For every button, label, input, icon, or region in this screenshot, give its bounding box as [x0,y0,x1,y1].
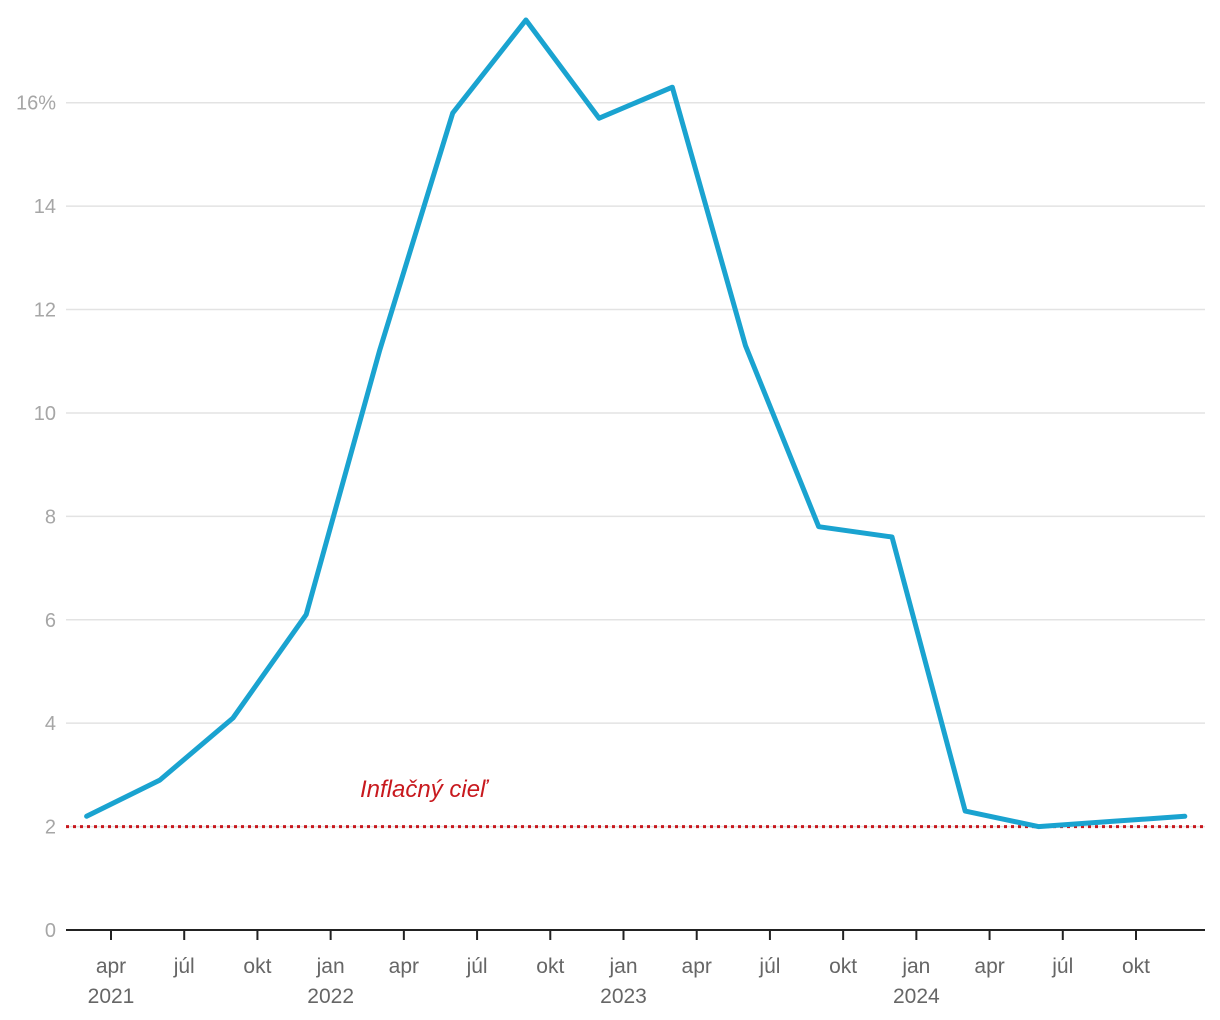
x-tick-label-month: júl [466,955,488,978]
y-tick-label: 0 [45,920,56,942]
x-tick-label-year: 2021 [88,985,135,1008]
x-tick-label-month: apr [974,955,1004,978]
x-tick-label-year: 2024 [893,985,940,1008]
x-tick-label-month: okt [1122,955,1150,978]
x-tick-label-month: jan [316,955,345,978]
x-tick-label-month: okt [536,955,564,978]
x-tick-label-month: apr [96,955,126,978]
series-group [84,17,1188,830]
x-tick-label-month: apr [389,955,419,978]
x-tick-label-month: jan [608,955,637,978]
y-tick-label: 2 [45,817,56,839]
x-tick-label-month: apr [682,955,712,978]
y-axis-ticks: 0 2 4 6 8 10 12 14 16% [16,93,56,942]
y-tick-label: 4 [45,713,56,735]
x-tick-label-year: 2023 [600,985,647,1008]
y-tick-label: 12 [34,300,56,322]
y-tick-label: 16% [16,93,56,115]
x-tick-label-month: jan [901,955,930,978]
x-tick-label-month: júl [758,955,780,978]
x-axis: apr 2021 júl okt jan 2022 apr júl okt jan 2023 apr j… [66,929,1205,1008]
target-label: Inflačný cieľ [360,776,490,803]
y-tick-label: 8 [45,506,56,528]
x-tick-label-month: okt [243,955,271,978]
y-tick-label: 6 [45,610,56,632]
series-line [84,17,1188,830]
x-tick-label-year: 2022 [307,985,354,1008]
inflation-target: Inflačný cieľ [66,776,1205,829]
x-tick-label-month: júl [173,955,195,978]
x-tick-label-month: júl [1051,955,1073,978]
x-tick-label-month: okt [829,955,857,978]
gridlines [66,101,1205,828]
y-tick-label: 10 [34,403,56,425]
y-tick-label: 14 [34,196,56,218]
